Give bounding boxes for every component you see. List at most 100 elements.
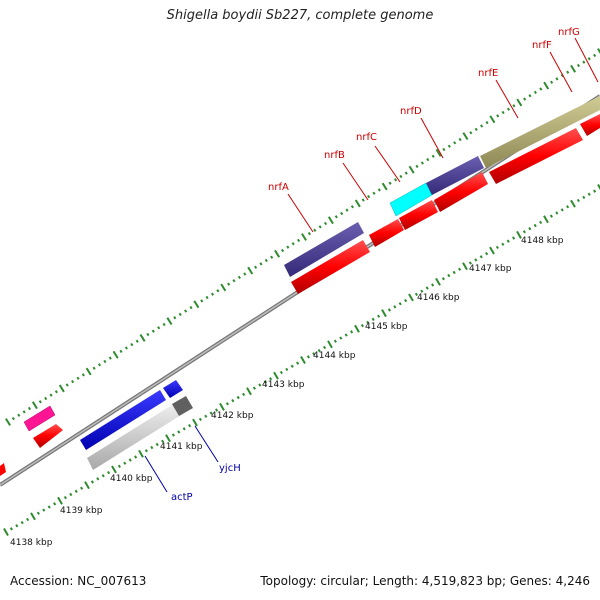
scale-tick	[97, 363, 102, 367]
scale-tick	[204, 414, 208, 418]
scale-tick	[597, 184, 600, 191]
scale-tick	[44, 396, 48, 401]
scale-tick	[512, 104, 516, 108]
gene-label-nrfE: nrfE	[478, 68, 498, 79]
outer-tick-row	[5, 48, 600, 426]
scale-tick	[372, 191, 376, 195]
scale-tick	[354, 199, 361, 208]
scale-tick	[280, 248, 285, 253]
scale-tick	[161, 439, 165, 443]
scale-tick	[296, 361, 300, 365]
gene-label-actP: actP	[171, 492, 193, 503]
scale-tick	[210, 292, 215, 296]
scale-tick	[496, 114, 500, 118]
scale-tick	[377, 314, 381, 318]
scale-tick	[286, 245, 290, 249]
scale-tick	[165, 434, 171, 443]
scale-tick	[431, 154, 435, 158]
gene-nrfE-outer	[480, 96, 600, 168]
scale-tick	[38, 400, 42, 404]
scale-tick	[215, 408, 219, 412]
kbp-label: 4147 kbp	[469, 264, 512, 274]
scale-tick	[435, 277, 441, 286]
scale-tick	[264, 258, 268, 263]
gene-pink	[23, 405, 56, 432]
scale-tick	[258, 383, 262, 387]
scale-tick	[435, 148, 442, 157]
scale-tick	[350, 330, 354, 334]
scale-tick	[134, 455, 138, 459]
scale-tick	[480, 124, 484, 128]
scale-tick	[15, 524, 19, 528]
scale-tick	[474, 127, 478, 132]
scale-tick	[58, 384, 65, 393]
scale-tick	[189, 305, 193, 310]
scale-tick	[259, 262, 263, 266]
scale-tick	[85, 367, 92, 376]
scale-tick	[135, 339, 139, 343]
scale-tick	[90, 480, 94, 484]
scale-tick	[236, 395, 240, 400]
scale-tick	[582, 195, 586, 200]
scale-tick	[307, 231, 311, 236]
scale-tick	[462, 262, 468, 271]
scale-tick	[528, 94, 532, 98]
scale-tick	[334, 215, 338, 219]
scale-tick	[151, 329, 155, 333]
scale-tick	[71, 379, 75, 384]
scale-tick	[495, 245, 499, 250]
gene-nrfA-outer	[284, 222, 364, 277]
scale-tick	[361, 198, 365, 202]
scale-tick	[543, 215, 549, 224]
scale-tick	[279, 370, 283, 375]
scale-tick	[576, 63, 581, 68]
scale-tick	[57, 496, 63, 505]
scale-tick	[408, 293, 414, 302]
page-title: Shigella boydii Sb227, complete genome	[166, 8, 434, 23]
scale-tick	[327, 340, 333, 349]
scale-tick	[107, 470, 111, 475]
scale-tick	[360, 323, 364, 328]
scale-tick	[117, 464, 121, 469]
scale-tick	[27, 406, 32, 411]
gene-blue-small	[163, 380, 183, 398]
scale-tick	[570, 199, 576, 208]
scale-tick	[157, 326, 161, 330]
scale-tick	[528, 226, 532, 231]
gene-red-left	[33, 424, 63, 448]
scale-tick	[458, 267, 462, 271]
gene-grey-dark	[172, 396, 193, 416]
scale-tick	[237, 275, 241, 280]
kbp-labels: 4138 kbp 4139 kbp 4140 kbp 4141 kbp 4142…	[10, 236, 564, 548]
scale-tick	[313, 228, 317, 232]
scale-tick	[274, 249, 281, 258]
scale-tick	[130, 342, 134, 347]
scale-tick	[216, 289, 220, 293]
scale-tick	[227, 282, 231, 286]
scale-tick	[162, 322, 166, 327]
scale-tick	[593, 189, 597, 193]
scale-tick	[516, 98, 523, 107]
scale-tick	[522, 230, 526, 234]
gene-nrfC	[399, 200, 438, 230]
scale-tick	[323, 221, 328, 226]
scale-tick	[231, 398, 235, 403]
scale-tick	[26, 517, 30, 522]
scale-tick	[468, 261, 472, 265]
scale-tick	[76, 376, 80, 380]
scale-tick	[388, 181, 392, 185]
scale-tick	[566, 205, 570, 209]
scale-tick	[273, 371, 279, 380]
scale-tick	[182, 427, 186, 431]
scale-tick	[333, 339, 337, 343]
scale-tick	[312, 352, 316, 356]
scale-tick	[192, 418, 198, 427]
scale-tick	[297, 238, 301, 243]
scale-tick	[425, 286, 429, 290]
scale-tick	[209, 411, 213, 415]
scale-tick	[549, 214, 553, 218]
scale-tick	[485, 120, 489, 125]
kbp-label: 4145 kbp	[365, 322, 408, 332]
gene-nrfF	[580, 114, 600, 136]
scale-tick	[377, 188, 381, 192]
